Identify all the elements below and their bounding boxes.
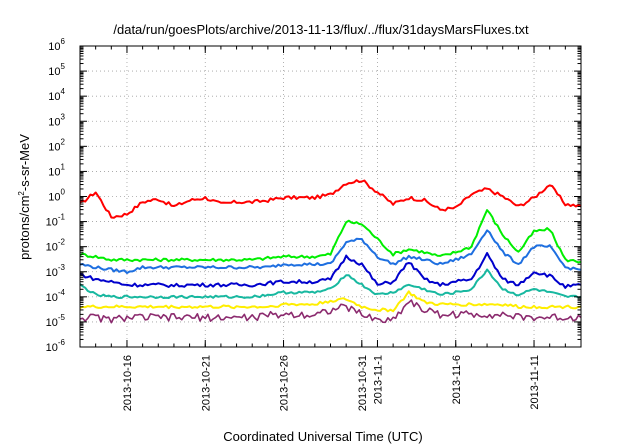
y-tick-label: 10-1 xyxy=(46,213,66,229)
y-tick-label: 102 xyxy=(48,137,65,153)
x-tick-label: 2013-11-11 xyxy=(529,355,541,410)
y-tick-base: 10 xyxy=(48,116,60,128)
y-tick-exponent: -3 xyxy=(58,263,66,272)
y-tick-base: 10 xyxy=(46,267,58,279)
y-tick-exponent: 6 xyxy=(61,37,66,46)
y-tick-base: 10 xyxy=(48,66,60,78)
x-tick-label: 2013-10-31 xyxy=(357,355,369,411)
series-line-6 xyxy=(79,290,582,313)
y-tick-label: 100 xyxy=(48,188,65,204)
y-tick-label: 103 xyxy=(48,112,65,128)
y-tick-label: 10-4 xyxy=(46,288,66,304)
y-tick-exponent: 4 xyxy=(61,87,66,96)
y-tick-exponent: 1 xyxy=(61,162,66,171)
series-line-1 xyxy=(79,179,582,219)
y-tick-label: 101 xyxy=(48,162,65,178)
y-tick-exponent: -6 xyxy=(58,338,66,347)
x-axis-label: Coordinated Universal Time (UTC) xyxy=(223,429,422,444)
y-tick-label: 10-6 xyxy=(46,338,66,354)
y-tick-label: 105 xyxy=(48,62,65,78)
y-axis-label-rest: -s-sr-MeV xyxy=(17,134,32,191)
y-tick-exponent: 5 xyxy=(61,62,66,71)
y-tick-base: 10 xyxy=(48,91,60,103)
series-line-3 xyxy=(79,229,582,274)
y-tick-base: 10 xyxy=(46,292,58,304)
x-tick-label: 2013-11-6 xyxy=(451,355,463,404)
x-tick-label: 2013-10-21 xyxy=(200,355,212,411)
y-tick-exponent: -1 xyxy=(58,213,66,222)
y-tick-base: 10 xyxy=(46,342,58,354)
y-tick-exponent: 0 xyxy=(61,188,66,197)
x-axis: 2013-10-16 2013-10-21 2013-10-26 2013-10-31… xyxy=(95,46,566,411)
y-axis-label-unit: protons/cm xyxy=(17,196,32,260)
y-tick-label: 10-2 xyxy=(46,238,66,254)
y-tick-base: 10 xyxy=(48,192,60,204)
y-tick-label: 10-3 xyxy=(46,263,66,279)
series-line-7 xyxy=(79,299,582,324)
y-tick-label: 106 xyxy=(48,37,65,53)
y-tick-base: 10 xyxy=(48,166,60,178)
y-tick-label: 10-5 xyxy=(46,313,66,329)
x-tick-label: 2013-11-1 xyxy=(372,355,384,404)
series-line-4 xyxy=(79,252,582,289)
y-axis-label: protons/cm2-s-sr-MeV xyxy=(17,134,32,260)
y-tick-exponent: -4 xyxy=(58,288,66,297)
series-line-2 xyxy=(79,209,582,264)
y-tick-base: 10 xyxy=(46,242,58,254)
series-layer xyxy=(79,179,582,324)
x-tick-label: 2013-10-16 xyxy=(122,355,134,411)
y-tick-exponent: -2 xyxy=(58,238,66,247)
y-tick-base: 10 xyxy=(46,217,58,229)
y-tick-label: 104 xyxy=(48,87,65,103)
y-tick-exponent: -5 xyxy=(58,313,66,322)
x-tick-label: 2013-10-26 xyxy=(279,355,291,411)
y-axis-label-exponent: 2 xyxy=(17,191,26,196)
y-tick-base: 10 xyxy=(46,317,58,329)
chart-title: /data/run/goesPlots/archive/2013-11-13/f… xyxy=(113,22,529,37)
series-line-5 xyxy=(79,268,582,299)
y-axis: 10-610-510-410-310-210-11001011021031041… xyxy=(46,37,581,354)
y-tick-base: 10 xyxy=(48,141,60,153)
y-tick-exponent: 3 xyxy=(61,112,66,121)
y-tick-exponent: 2 xyxy=(61,137,66,146)
y-tick-base: 10 xyxy=(48,41,60,53)
